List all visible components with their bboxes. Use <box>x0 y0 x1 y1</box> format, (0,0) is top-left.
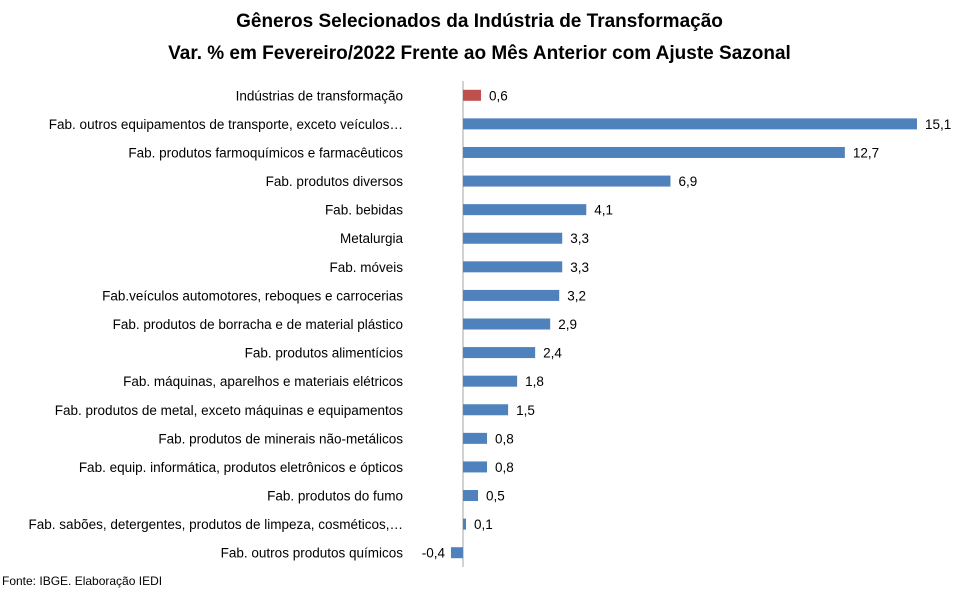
data-label: 0,6 <box>489 88 508 103</box>
category-label: Fab. móveis <box>329 260 403 275</box>
category-label: Fab. produtos do fumo <box>267 489 403 504</box>
bar <box>463 518 467 530</box>
category-label: Fab. produtos de minerais não-metálicos <box>158 431 403 446</box>
category-label: Indústrias de transformação <box>236 88 403 103</box>
bar <box>463 347 536 359</box>
data-label: -0,4 <box>422 546 446 561</box>
data-label: 0,8 <box>495 431 514 446</box>
chart-title: Gêneros Selecionados da Indústria de Tra… <box>236 11 723 32</box>
category-label: Fab. outros produtos químicos <box>221 546 404 561</box>
bar <box>463 146 845 158</box>
data-label: 4,1 <box>594 203 613 218</box>
category-label: Fab. outros equipamentos de transporte, … <box>49 117 403 132</box>
category-label: Fab. produtos alimentícios <box>245 346 404 361</box>
bar <box>463 118 917 130</box>
data-label: 6,9 <box>678 174 697 189</box>
category-label: Fab. sabões, detergentes, produtos de li… <box>29 517 403 532</box>
bar <box>463 89 482 101</box>
bar <box>463 175 671 187</box>
data-label: 1,8 <box>525 374 544 389</box>
data-label: 2,4 <box>543 346 562 361</box>
data-label: 1,5 <box>516 403 535 418</box>
category-label: Fab. bebidas <box>325 203 403 218</box>
data-label: 0,8 <box>495 460 514 475</box>
bar <box>463 232 563 244</box>
category-label: Metalurgia <box>340 231 404 246</box>
category-label: Fab. produtos farmoquímicos e farmacêuti… <box>128 145 403 160</box>
bar <box>463 461 488 473</box>
category-label: Fab. equip. informática, produtos eletrô… <box>79 460 403 475</box>
data-label: 3,3 <box>570 260 589 275</box>
bar <box>463 289 560 301</box>
data-label: 2,9 <box>558 317 577 332</box>
category-label: Fab. máquinas, aparelhos e materiais elé… <box>123 374 403 389</box>
bar <box>463 490 479 502</box>
data-label: 3,3 <box>570 231 589 246</box>
data-label: 3,2 <box>567 288 586 303</box>
data-label: 15,1 <box>925 117 951 132</box>
bar <box>463 404 509 416</box>
chart-subtitle: Var. % em Fevereiro/2022 Frente ao Mês A… <box>168 43 791 64</box>
category-label: Fab.veículos automotores, reboques e car… <box>102 288 403 303</box>
bar <box>463 375 518 387</box>
category-label: Fab. produtos de borracha e de material … <box>113 317 403 332</box>
category-label: Fab. produtos de metal, exceto máquinas … <box>55 403 403 418</box>
category-label: Fab. produtos diversos <box>266 174 404 189</box>
source-note: Fonte: IBGE. Elaboração IEDI <box>2 574 163 588</box>
bar <box>463 204 587 216</box>
bar <box>463 261 563 273</box>
data-label: 0,1 <box>474 517 493 532</box>
data-label: 12,7 <box>853 145 879 160</box>
bar <box>463 432 488 444</box>
bar <box>450 547 463 559</box>
data-label: 0,5 <box>486 489 505 504</box>
bar <box>463 318 551 330</box>
